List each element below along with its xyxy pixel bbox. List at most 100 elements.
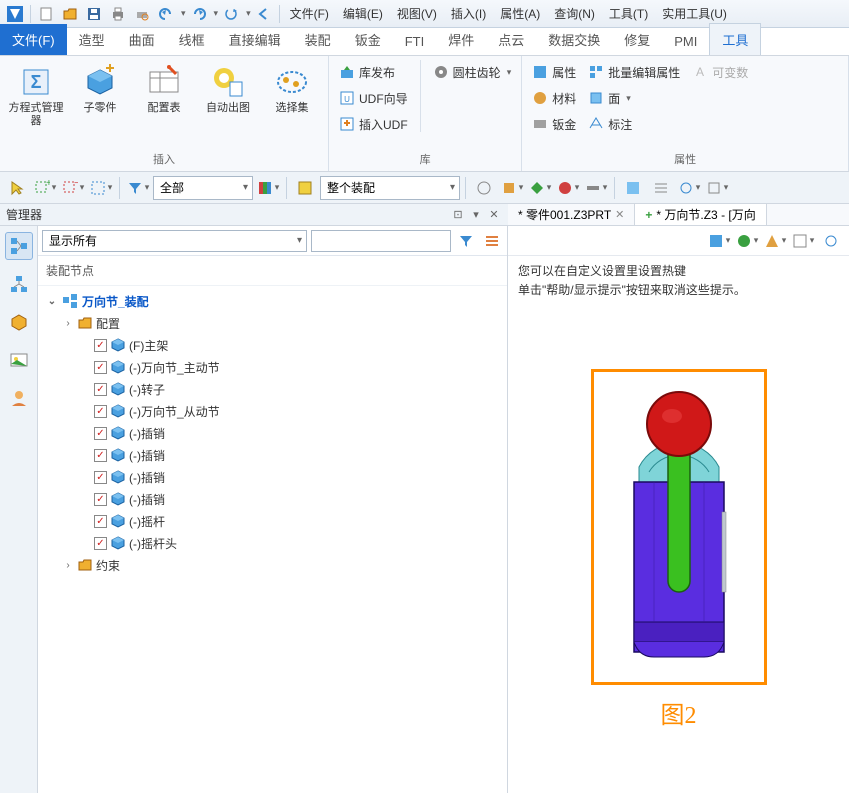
tb-icon[interactable]: ▾ [499,175,525,201]
settings-icon[interactable] [481,230,503,252]
tree-item[interactable]: ✓(-)摇杆头 [38,532,507,554]
scope-icon[interactable] [292,175,318,201]
ribbon-tab[interactable]: PMI [662,28,709,55]
tb-icon[interactable]: ▾ [676,175,702,201]
tree-root[interactable]: ⌄ 万向节_装配 [38,290,507,312]
face-button[interactable]: 面▾ [584,86,684,110]
equation-manager-button[interactable]: Σ 方程式管理器 [6,60,66,132]
close-icon[interactable]: ✕ [486,207,502,223]
tb-icon[interactable]: ▾ [527,175,553,201]
menu-file[interactable]: 文件(F) [284,3,335,25]
pin-icon[interactable]: ⊡ [450,207,466,223]
back-icon[interactable] [253,3,275,25]
sheetmetal-button[interactable]: 钣金 [528,112,580,136]
selection-set-button[interactable]: 选择集 [262,60,322,119]
model-area[interactable]: 图2 [508,306,849,793]
document-tab-active[interactable]: + * 万向节.Z3 - [万向 [635,204,766,225]
menu-view[interactable]: 视图(V) [391,3,443,25]
vp-icon[interactable]: ▾ [763,229,787,253]
open-icon[interactable] [59,3,81,25]
menu-edit[interactable]: 编辑(E) [337,3,389,25]
dropdown-icon[interactable]: ▾ [468,207,484,223]
ribbon-tab[interactable]: 数据交换 [536,24,612,55]
ribbon-tab-tools[interactable]: 工具 [709,23,761,55]
tb-icon[interactable] [648,175,674,201]
color-filter-icon[interactable]: ▾ [255,175,281,201]
image-icon[interactable] [5,346,33,374]
tree-item[interactable]: ✓(-)插销 [38,488,507,510]
insert-udf-button[interactable]: 插入UDF [335,112,412,136]
material-button[interactable]: 材料 [528,86,580,110]
print-icon[interactable] [107,3,129,25]
ribbon-tab[interactable]: 点云 [486,24,536,55]
ribbon-tab[interactable]: 钣金 [343,24,393,55]
subpart-button[interactable]: 子零件 [70,60,130,119]
udf-wizard-button[interactable]: UUDF向导 [335,86,412,110]
batch-edit-attrs-button[interactable]: 批量编辑属性 [584,60,684,84]
tree-item[interactable]: ✓(-)摇杆 [38,510,507,532]
tree-item[interactable]: ✓(-)插销 [38,466,507,488]
app-icon[interactable] [4,3,26,25]
tb-icon[interactable]: ▾ [704,175,730,201]
ribbon-tab[interactable]: 线框 [167,24,217,55]
new-icon[interactable] [35,3,57,25]
tree-item[interactable]: ✓(-)万向节_主动节 [38,356,507,378]
user-icon[interactable] [5,384,33,412]
auto-drawing-button[interactable]: 自动出图 [198,60,258,119]
menu-tools[interactable]: 工具(T) [603,3,654,25]
ribbon-tab[interactable]: FTI [393,28,437,55]
tb-icon[interactable]: ▾ [583,175,609,201]
tree-item[interactable]: ✓(-)万向节_从动节 [38,400,507,422]
save-icon[interactable] [83,3,105,25]
cylindrical-gear-button[interactable]: 圆柱齿轮▾ [429,60,516,84]
vp-icon[interactable]: ▾ [707,229,731,253]
vp-icon[interactable] [819,229,843,253]
tree-item[interactable]: ✓(F)主架 [38,334,507,356]
remove-select-icon[interactable]: −▾ [60,175,86,201]
print-preview-icon[interactable] [131,3,153,25]
ribbon-tab[interactable]: 装配 [293,24,343,55]
menu-query[interactable]: 查询(N) [548,3,601,25]
tb-icon[interactable]: ▾ [555,175,581,201]
menu-utilities[interactable]: 实用工具(U) [656,3,733,25]
undo-dropdown-icon[interactable]: ▾ [181,8,186,19]
menu-insert[interactable]: 插入(I) [445,3,492,25]
tb-icon[interactable] [471,175,497,201]
config-table-button[interactable]: 配置表 [134,60,194,119]
refresh-icon[interactable] [220,3,242,25]
tree-search-input[interactable] [311,230,451,252]
ribbon-tab-file[interactable]: 文件(F) [0,24,67,55]
tb-icon[interactable] [620,175,646,201]
redo-dropdown-icon[interactable]: ▾ [214,8,219,19]
attrs-button[interactable]: 属性 [528,60,580,84]
filter-combo[interactable]: 全部 [153,176,253,200]
scope-combo[interactable]: 整个装配 [320,176,460,200]
ribbon-tab[interactable]: 造型 [67,24,117,55]
tree-constraints[interactable]: › 约束 [38,554,507,576]
filter-icon[interactable] [455,230,477,252]
refresh-dropdown-icon[interactable]: ▾ [246,8,251,19]
filter-icon[interactable]: ▾ [125,175,151,201]
ribbon-tab[interactable]: 修复 [612,24,662,55]
display-filter-combo[interactable]: 显示所有 [42,230,307,252]
lib-publish-button[interactable]: 库发布 [335,60,412,84]
tree-item[interactable]: ✓(-)转子 [38,378,507,400]
box-icon[interactable] [5,308,33,336]
tree-item[interactable]: ✓(-)插销 [38,444,507,466]
window-select-icon[interactable]: ▾ [88,175,114,201]
ribbon-tab[interactable]: 直接编辑 [217,24,293,55]
cursor-icon[interactable] [4,175,30,201]
redo-icon[interactable] [188,3,210,25]
menu-attrs[interactable]: 属性(A) [494,3,546,25]
tree-config[interactable]: › 配置 [38,312,507,334]
vp-icon[interactable]: ▾ [791,229,815,253]
vp-icon[interactable]: ▾ [735,229,759,253]
hierarchy-icon[interactable] [5,270,33,298]
close-tab-icon[interactable]: ✕ [615,208,624,221]
tree-view-icon[interactable] [5,232,33,260]
ribbon-tab[interactable]: 曲面 [117,24,167,55]
document-tab[interactable]: * 零件001.Z3PRT✕ [508,204,635,225]
tree-item[interactable]: ✓(-)插销 [38,422,507,444]
undo-icon[interactable] [155,3,177,25]
ribbon-tab[interactable]: 焊件 [436,24,486,55]
